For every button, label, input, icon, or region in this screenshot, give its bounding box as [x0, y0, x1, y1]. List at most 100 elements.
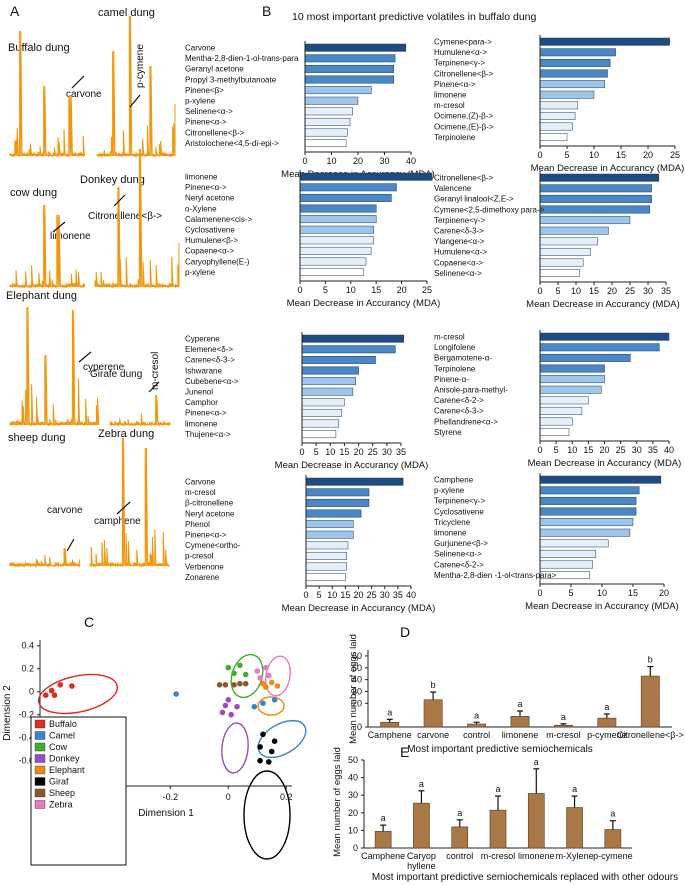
p-cymene-annotation: p-cymene [135, 44, 146, 88]
legend-label-donkey: Donkey [49, 754, 80, 764]
point-donkey-2 [234, 703, 240, 710]
panel-e-egg-chart: 0 10 20 30 40 50 a Camphene a Caryop hyllene a contr… [332, 747, 678, 883]
bar-2 [539, 353, 631, 362]
bar-9 [539, 428, 570, 437]
bar-8 [299, 257, 367, 266]
legend-label-giraf: Giraf [49, 777, 69, 787]
point-donkey-0 [225, 697, 232, 703]
bar-0 [539, 37, 670, 46]
bar-4 [305, 520, 354, 529]
bar-label-1: m-cresol [185, 488, 216, 497]
arrow-m-cresol [148, 381, 160, 393]
significance-letter-3: a [517, 699, 522, 709]
bar-9 [301, 430, 337, 439]
bar-8 [539, 122, 573, 131]
legend-label-camel: Camel [49, 731, 75, 741]
significance-letter-1: a [419, 779, 424, 789]
bar-7 [539, 549, 597, 558]
cow-dung-label: cow dung [10, 187, 57, 199]
cluster-ellipse-buffalo [37, 673, 119, 715]
bar-label-3: Neryl acetone [185, 509, 235, 518]
y-axis-title: Mean number of eggs laid [348, 634, 359, 744]
bar-0 [539, 475, 662, 484]
bar-7 [539, 111, 576, 120]
trace-girafe [109, 394, 171, 427]
y-tick-label-0: 0.4 [21, 641, 34, 651]
point-donkey-1 [222, 702, 229, 709]
arrow-camphene [116, 501, 131, 515]
point-giraf-2 [257, 744, 263, 750]
bar-label-2: Neryl acetone [185, 194, 235, 203]
category-label-1: Caryop hyllene [407, 851, 436, 871]
legend-swatch-giraf [34, 777, 46, 786]
significance-letter-2: a [457, 808, 462, 818]
point-cow-2 [231, 670, 237, 677]
significance-letter-4: a [534, 757, 539, 767]
y-tick-label-2: 0 [29, 687, 34, 697]
bar-0 [301, 334, 405, 343]
bar-label-5: Anisole-para-methyl- [434, 386, 508, 395]
point-giraf-5 [266, 759, 272, 765]
bar-8 [539, 560, 593, 569]
legend-swatch-donkey [34, 754, 46, 763]
x-tick-label-2: 10 [327, 590, 337, 600]
bar-label-0: Carvone [185, 44, 216, 53]
point-buffalo-3 [43, 692, 49, 698]
bar-label-0: Cymene<para-> [434, 38, 492, 47]
arrow-cyperene [78, 351, 92, 363]
bar-label-5: Pinene<α-> [185, 531, 227, 540]
bar-label-7: Pinene<α-> [185, 118, 227, 127]
x-tick-label-1: 5 [564, 150, 569, 160]
panel-letter-c: C [84, 614, 94, 630]
bar-label-5: limonene [434, 91, 467, 100]
bar-5 [566, 807, 583, 849]
bar-1 [305, 488, 370, 497]
bar-label-1: Pinene<α-> [185, 183, 227, 192]
category-label-0: Camphene [368, 730, 412, 740]
trace-donkey [94, 148, 180, 289]
x-tick-label-4: 20 [353, 590, 363, 600]
x-tick-label-3: 0 [226, 792, 231, 802]
bar-6 [539, 237, 598, 246]
bar-6 [305, 541, 349, 550]
point-sheep-2 [231, 682, 237, 688]
bar-7 [539, 247, 591, 256]
bar-label-8: limonene [185, 419, 218, 428]
bar-0 [539, 332, 670, 341]
bar-7 [301, 408, 342, 417]
bar-0 [539, 173, 660, 182]
bar-2 [301, 355, 376, 364]
point-buffalo-1 [69, 683, 75, 689]
trace-buffalo [9, 30, 85, 158]
y-tick-label-4: 40 [348, 773, 358, 783]
camphene-annotation: camphene [94, 516, 141, 527]
bar-label-9: Zonarene [185, 573, 220, 582]
y-tick-label-1: 10 [348, 825, 358, 835]
y-tick-label-1: 20 [352, 698, 362, 708]
bar-9 [539, 133, 568, 142]
bar-label-2: Geranyl acetone [185, 65, 244, 74]
bar-label-5: Junenol [185, 388, 213, 397]
bar-label-2: Geranyl linalool<Z,E-> [434, 195, 514, 204]
point-zebra-0 [263, 664, 269, 671]
x-tick-label-2: 20 [353, 156, 363, 166]
bar-label-9: Mentha-2,8-dien -1-ol<trans-para> [434, 571, 557, 580]
x-tick-label-0: 0 [537, 445, 542, 455]
x-tick-label-0: 0 [299, 447, 304, 457]
panel-letter-d: D [400, 624, 410, 640]
bar-4 [539, 375, 605, 384]
point-zebra-2 [266, 672, 272, 679]
bar-label-8: Verbenone [185, 562, 224, 571]
bar-label-3: Cyclosativene [434, 507, 484, 516]
legend-label-zebra: Zebra [49, 800, 73, 810]
bar-3 [539, 364, 605, 373]
chromatogram-traces [9, 15, 180, 568]
category-label-line-1-0: Caryop [407, 851, 436, 861]
significance-letter-5: a [604, 702, 609, 712]
bar-label-2: Carene<δ-3-> [185, 356, 235, 365]
sheep-dung-label: sheep dung [8, 432, 66, 444]
panel-letter-e: E [400, 744, 409, 760]
bar-label-8: Citronellene<β-> [185, 128, 245, 137]
